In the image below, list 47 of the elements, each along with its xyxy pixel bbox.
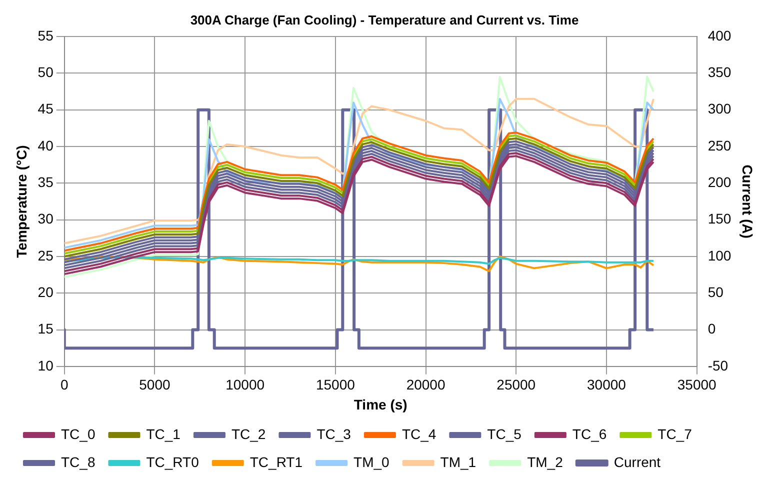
legend-label: TM_1 bbox=[440, 454, 476, 470]
legend-label: TM_2 bbox=[527, 454, 564, 470]
y-tick-label: 25 bbox=[38, 247, 54, 264]
y-tick-label: 55 bbox=[38, 27, 54, 44]
y-tick-label: 50 bbox=[38, 64, 54, 80]
x-tick-label: 35000 bbox=[677, 376, 717, 393]
legend-label: TC_8 bbox=[61, 454, 96, 470]
legend-label: TC_1 bbox=[146, 426, 181, 442]
legend-label: TC_2 bbox=[231, 426, 266, 442]
x-tick-label: 15000 bbox=[316, 376, 356, 393]
y-tick-label: 20 bbox=[38, 284, 54, 300]
x-axis-title: Time (s) bbox=[354, 396, 408, 412]
y-tick-label: 10 bbox=[38, 357, 54, 374]
x-tick-label: 5000 bbox=[139, 376, 171, 393]
legend-label: TC_0 bbox=[61, 426, 96, 442]
y-tick-label: 30 bbox=[38, 210, 54, 227]
legend-label: TC_RT0 bbox=[146, 454, 200, 470]
legend-label: TC_4 bbox=[402, 426, 436, 442]
x-tick-label: 10000 bbox=[226, 376, 265, 393]
legend-label: TM_0 bbox=[354, 454, 390, 470]
y2-tick-label: 100 bbox=[708, 247, 732, 264]
y2-tick-label: 200 bbox=[708, 174, 732, 190]
y2-tick-label: 250 bbox=[708, 137, 732, 154]
x-tick-label: 30000 bbox=[587, 376, 626, 393]
y2-tick-label: -50 bbox=[708, 357, 728, 374]
y2-axis-title: Current (A) bbox=[740, 164, 756, 238]
x-tick-label: 20000 bbox=[406, 376, 446, 393]
y2-tick-label: 300 bbox=[708, 100, 732, 117]
x-tick-label: 0 bbox=[60, 376, 68, 393]
y-tick-label: 45 bbox=[38, 100, 54, 117]
y-tick-label: 40 bbox=[38, 137, 54, 154]
chart-title: 300A Charge (Fan Cooling) - Temperature and Current vs. Time bbox=[190, 12, 579, 28]
y-tick-label: 35 bbox=[38, 174, 54, 190]
legend-label: TC_5 bbox=[487, 426, 522, 442]
y2-tick-label: 0 bbox=[708, 320, 716, 337]
x-tick-label: 25000 bbox=[496, 376, 536, 393]
y-axis-title: Temperature (°C) bbox=[13, 145, 30, 258]
legend-label: TC_7 bbox=[658, 426, 692, 442]
y2-tick-label: 50 bbox=[708, 284, 724, 300]
y-tick-label: 15 bbox=[38, 320, 54, 337]
y2-tick-label: 400 bbox=[708, 27, 732, 44]
legend-label: Current bbox=[614, 454, 661, 470]
legend-label: TC_3 bbox=[316, 426, 352, 442]
y2-tick-label: 350 bbox=[708, 64, 732, 80]
legend-label: TC_RT1 bbox=[250, 454, 303, 470]
y2-tick-label: 150 bbox=[708, 210, 732, 227]
legend-label: TC_6 bbox=[572, 426, 607, 442]
